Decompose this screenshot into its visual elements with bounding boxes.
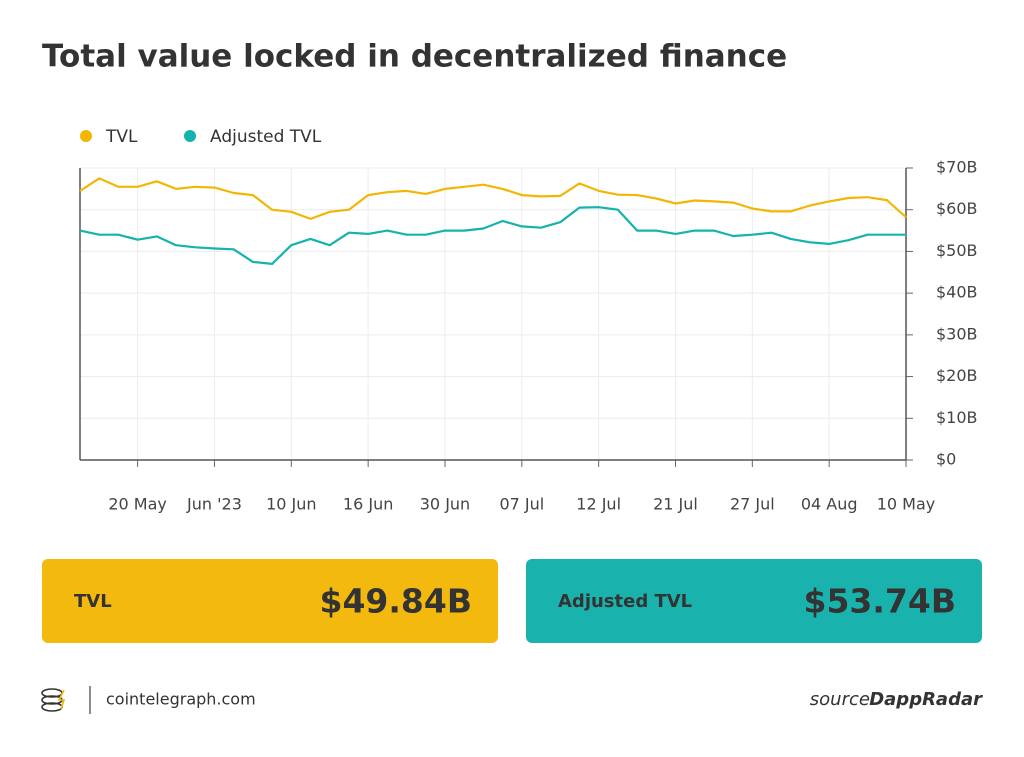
x-tick-label: 30 Jun — [420, 495, 470, 514]
y-tick-label: $20B — [936, 366, 978, 385]
source: DappRadar — [869, 689, 983, 710]
legend-label: Adjusted TVL — [210, 127, 322, 147]
summary-value: $49.84B — [320, 582, 473, 621]
x-tick-label: 27 Jul — [730, 495, 775, 514]
x-tick-label: 16 Jun — [343, 495, 393, 514]
y-tick-label: $70B — [936, 158, 978, 177]
summary-value: $53.74B — [804, 582, 957, 621]
legend-label: TVL — [105, 127, 138, 147]
source-prefix: source: — [810, 689, 876, 710]
y-tick-label: $60B — [936, 199, 978, 218]
logo — [41, 688, 66, 712]
footer: cointelegraph.com source: DappRadar — [41, 686, 983, 714]
y-tick-label: $40B — [936, 283, 978, 302]
x-tick-label: 20 May — [108, 495, 167, 514]
x-tick-label: 21 Jul — [653, 495, 698, 514]
summary-label: TVL — [74, 591, 112, 612]
y-tick-label: $30B — [936, 324, 978, 343]
y-tick-label: $10B — [936, 408, 978, 427]
x-tick-label: 04 Aug — [801, 495, 858, 514]
legend-marker — [184, 130, 196, 142]
y-tick-label: $50B — [936, 241, 978, 260]
line-series — [79, 206, 906, 265]
summary-card — [526, 559, 982, 643]
summary-card — [42, 559, 498, 643]
site: cointelegraph.com — [106, 690, 256, 709]
x-tick-label: 12 Jul — [576, 495, 621, 514]
summary-label: Adjusted TVL — [558, 591, 692, 612]
y-tick-label: $0 — [936, 450, 956, 469]
legend-marker — [80, 130, 92, 142]
x-tick-label: 10 Jun — [266, 495, 316, 514]
x-tick-label: 10 May — [877, 495, 936, 514]
x-tick-label: 07 Jul — [499, 495, 544, 514]
chart-title: Total value locked in decentralized fina… — [42, 39, 787, 75]
x-tick-label: Jun '23 — [186, 495, 242, 514]
line-series — [79, 177, 907, 220]
